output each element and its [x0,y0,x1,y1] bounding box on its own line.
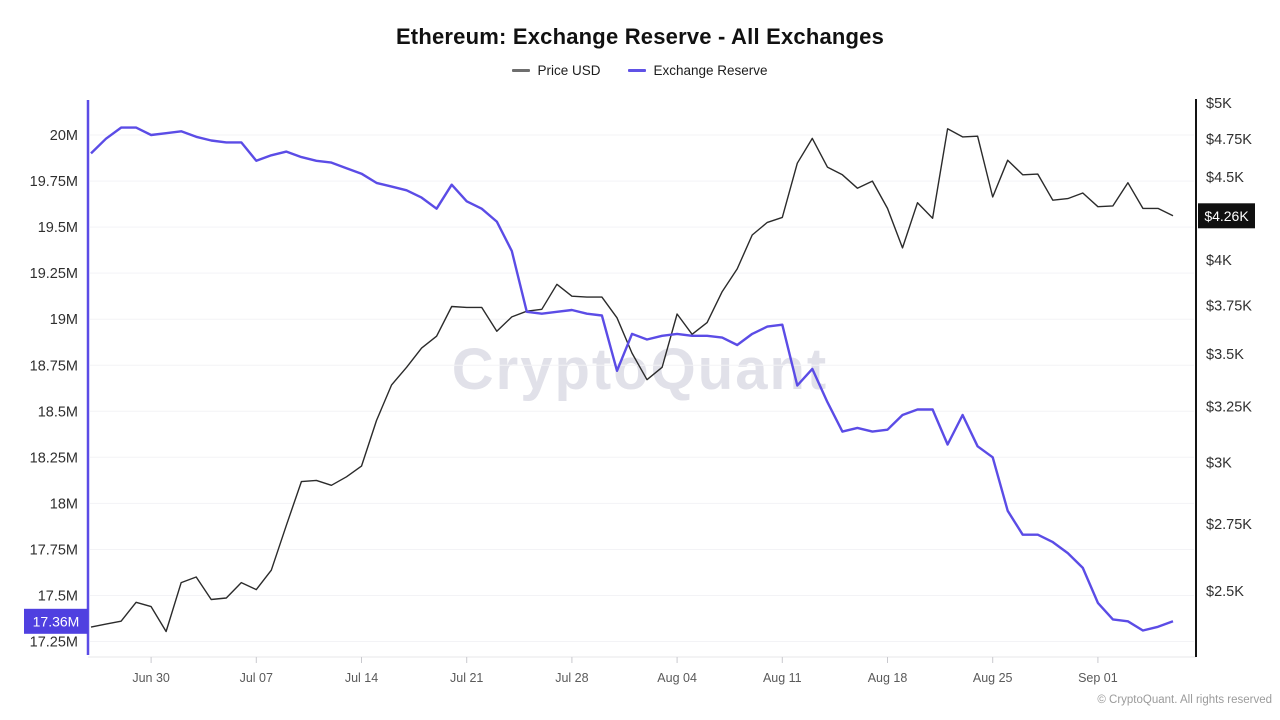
legend-label-price-usd: Price USD [537,63,601,78]
copyright-note: © CryptoQuant. All rights reserved [1097,694,1272,706]
right-axis-label: $3.25K [1206,399,1252,415]
x-axis-label: Jul 14 [345,671,378,685]
price-value-badge [1198,203,1255,229]
right-axis-label: $4K [1206,253,1232,269]
legend-label-exchange-reserve: Exchange Reserve [653,63,768,78]
x-axis-label: Aug 04 [657,671,697,685]
reserve-value-badge [24,608,88,634]
x-axis-label: Sep 01 [1078,671,1118,685]
left-axis-label: 18.5M [38,404,78,420]
reserve-line-legend-dash-icon [628,69,647,72]
x-axis-label: Jun 30 [132,671,170,685]
left-axis-label: 18.75M [30,358,78,374]
left-axis-label: 18M [50,496,78,512]
right-axis-label: $3.5K [1206,347,1244,363]
left-axis-label: 17.5M [38,589,78,605]
left-axis-label: 17.25M [30,635,78,651]
right-axis-label: $2.5K [1206,584,1244,600]
x-axis-label: Jul 07 [240,671,273,685]
left-axis-label: 20M [50,128,78,144]
price-usd-line[interactable] [90,128,1174,633]
left-axis-label: 19.5M [38,220,78,236]
x-axis-label: Aug 11 [763,671,802,685]
reserve-value-badge-label: 17.36M [33,613,80,629]
left-axis-label: 19.25M [30,266,78,282]
right-axis-label: $3K [1206,456,1232,472]
x-axis-label: Aug 18 [868,671,908,685]
price-value-badge-label: $4.26K [1204,208,1249,224]
legend-item-exchange-reserve[interactable]: Exchange Reserve [628,63,768,78]
x-axis-label: Jul 28 [555,671,588,685]
price-line-legend-dash-icon [512,69,531,72]
left-axis-label: 17.75M [30,543,78,559]
right-axis-label: $4.75K [1206,132,1252,148]
right-axis-label: $4.5K [1206,170,1244,186]
legend-item-price-usd[interactable]: Price USD [512,63,600,78]
left-axis-label: 18.25M [30,450,78,466]
right-axis-label: $5K [1206,96,1232,112]
legend: Price USD Exchange Reserve [0,63,1280,78]
right-axis-label: $2.75K [1206,517,1252,533]
chart-title: Ethereum: Exchange Reserve - All Exchang… [395,24,885,49]
x-axis-label: Aug 25 [973,671,1013,685]
right-axis-label: $3.75K [1206,299,1252,315]
left-axis-label: 19.75M [30,174,78,190]
exchange-reserve-line[interactable] [90,126,1174,632]
x-axis-label: Jul 21 [450,671,483,685]
left-axis-label: 19M [50,312,78,328]
